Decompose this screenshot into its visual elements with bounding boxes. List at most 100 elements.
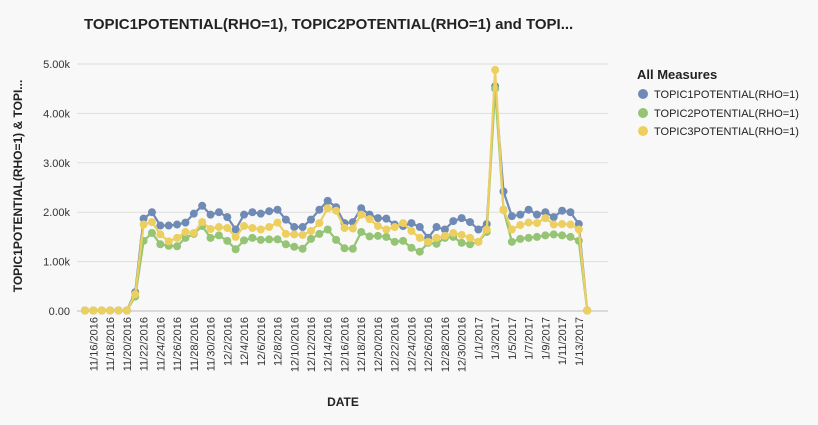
data-point[interactable] — [214, 231, 223, 240]
data-point[interactable] — [507, 212, 516, 221]
data-point[interactable] — [348, 244, 357, 253]
data-point[interactable] — [323, 204, 332, 213]
data-point[interactable] — [223, 224, 232, 233]
data-point[interactable] — [323, 225, 332, 234]
data-point[interactable] — [424, 237, 433, 246]
legend-label-topic2[interactable]: TOPIC2POTENTIAL(RHO=1) — [654, 108, 799, 120]
data-point[interactable] — [524, 205, 533, 214]
data-point[interactable] — [390, 237, 399, 246]
data-point[interactable] — [248, 233, 257, 242]
data-point[interactable] — [532, 232, 541, 241]
data-point[interactable] — [466, 233, 475, 242]
data-point[interactable] — [89, 306, 98, 315]
data-point[interactable] — [466, 240, 475, 249]
data-point[interactable] — [164, 221, 173, 230]
data-point[interactable] — [189, 228, 198, 237]
data-point[interactable] — [273, 205, 282, 214]
data-point[interactable] — [198, 218, 207, 227]
data-point[interactable] — [164, 237, 173, 246]
data-point[interactable] — [348, 224, 357, 233]
data-point[interactable] — [198, 201, 207, 210]
data-point[interactable] — [281, 215, 290, 224]
data-point[interactable] — [491, 65, 500, 74]
data-point[interactable] — [281, 229, 290, 238]
data-point[interactable] — [265, 207, 274, 216]
data-point[interactable] — [474, 237, 483, 246]
data-point[interactable] — [390, 223, 399, 232]
data-point[interactable] — [290, 230, 299, 239]
data-point[interactable] — [173, 242, 182, 251]
data-point[interactable] — [306, 234, 315, 243]
data-point[interactable] — [549, 213, 558, 222]
data-point[interactable] — [156, 240, 165, 249]
data-point[interactable] — [248, 224, 257, 233]
data-point[interactable] — [173, 233, 182, 242]
data-point[interactable] — [231, 245, 240, 254]
data-point[interactable] — [181, 233, 190, 242]
data-point[interactable] — [290, 242, 299, 251]
data-point[interactable] — [558, 231, 567, 240]
data-point[interactable] — [457, 238, 466, 247]
data-point[interactable] — [332, 206, 341, 215]
data-point[interactable] — [583, 306, 592, 315]
data-point[interactable] — [566, 220, 575, 229]
data-point[interactable] — [449, 228, 458, 237]
data-point[interactable] — [373, 231, 382, 240]
data-point[interactable] — [507, 225, 516, 234]
data-point[interactable] — [206, 210, 215, 219]
data-point[interactable] — [147, 228, 156, 237]
data-point[interactable] — [265, 235, 274, 244]
data-point[interactable] — [273, 235, 282, 244]
data-point[interactable] — [541, 231, 550, 240]
data-point[interactable] — [181, 218, 190, 227]
data-point[interactable] — [524, 218, 533, 227]
data-point[interactable] — [457, 230, 466, 239]
data-point[interactable] — [357, 210, 366, 219]
data-point[interactable] — [315, 205, 324, 214]
data-point[interactable] — [524, 233, 533, 242]
data-point[interactable] — [440, 225, 449, 234]
data-point[interactable] — [256, 209, 265, 218]
data-point[interactable] — [457, 214, 466, 223]
data-point[interactable] — [223, 236, 232, 245]
data-point[interactable] — [541, 208, 550, 217]
data-point[interactable] — [156, 221, 165, 230]
data-point[interactable] — [181, 227, 190, 236]
data-point[interactable] — [273, 218, 282, 227]
data-point[interactable] — [549, 220, 558, 229]
data-point[interactable] — [122, 306, 131, 315]
data-point[interactable] — [499, 206, 508, 215]
data-point[interactable] — [415, 233, 424, 242]
data-point[interactable] — [214, 223, 223, 232]
data-point[interactable] — [290, 223, 299, 232]
data-point[interactable] — [298, 223, 307, 232]
data-point[interactable] — [323, 196, 332, 205]
data-point[interactable] — [231, 232, 240, 241]
data-point[interactable] — [147, 208, 156, 217]
data-point[interactable] — [265, 223, 274, 232]
data-point[interactable] — [131, 290, 140, 299]
data-point[interactable] — [466, 218, 475, 227]
data-point[interactable] — [574, 225, 583, 234]
data-point[interactable] — [97, 306, 106, 315]
data-point[interactable] — [306, 215, 315, 224]
data-point[interactable] — [532, 219, 541, 228]
legend-label-topic3[interactable]: TOPIC3POTENTIAL(RHO=1) — [654, 126, 799, 138]
data-point[interactable] — [558, 206, 567, 215]
data-point[interactable] — [223, 213, 232, 222]
data-point[interactable] — [240, 222, 249, 231]
data-point[interactable] — [549, 230, 558, 239]
data-point[interactable] — [415, 223, 424, 232]
data-point[interactable] — [240, 236, 249, 245]
data-point[interactable] — [256, 235, 265, 244]
data-point[interactable] — [516, 221, 525, 230]
data-point[interactable] — [382, 225, 391, 234]
data-point[interactable] — [315, 229, 324, 238]
data-point[interactable] — [240, 210, 249, 219]
data-point[interactable] — [206, 233, 215, 242]
data-point[interactable] — [365, 215, 374, 224]
data-point[interactable] — [106, 306, 115, 315]
data-point[interactable] — [139, 214, 148, 223]
data-point[interactable] — [432, 223, 441, 232]
data-point[interactable] — [482, 225, 491, 234]
